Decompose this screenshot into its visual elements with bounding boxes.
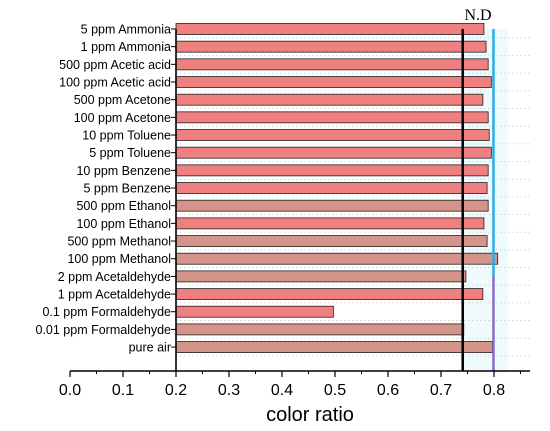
x-tick-label-4: 0.4 (271, 382, 293, 399)
bar-6 (175, 129, 490, 141)
bar-2 (175, 58, 489, 71)
x-tick-label-5: 0.5 (324, 382, 346, 399)
x-tick-label-0: 0.0 (59, 382, 81, 399)
x-tick-label-7: 0.7 (430, 382, 452, 399)
bar-9 (175, 182, 488, 194)
category-label-8: 10 ppm Benzene (76, 164, 171, 178)
category-label-16: 0.1 ppm Formaldehyde (42, 305, 171, 319)
category-label-0: 5 ppm Ammonia (81, 23, 171, 37)
bar-12 (175, 235, 488, 247)
bar-5 (175, 111, 489, 124)
bar-0 (175, 23, 485, 35)
bar-18 (175, 341, 493, 353)
category-label-5: 100 ppm Acetone (74, 111, 171, 125)
x-tick-label-3: 0.3 (218, 382, 240, 399)
bar-11 (175, 217, 485, 230)
category-labels-layer: 5 ppm Ammonia 1 ppm Ammonia 500 ppm Acetic… (36, 23, 172, 355)
bar-14 (175, 270, 467, 283)
category-label-18: pure air (129, 341, 171, 355)
bar-3 (175, 76, 492, 88)
bar-8 (175, 164, 489, 177)
category-label-4: 500 ppm Acetone (74, 93, 171, 107)
x-axis-title: color ratio (266, 404, 354, 426)
category-label-17: 0.01 ppm Formaldehyde (36, 323, 172, 337)
category-label-12: 500 ppm Methanol (67, 235, 171, 249)
nd-annotation: N.D (464, 7, 491, 24)
bar-7 (175, 146, 492, 159)
category-label-14: 2 ppm Acetaldehyde (58, 270, 171, 284)
category-label-10: 500 ppm Ethanol (76, 199, 171, 213)
bar-15 (175, 288, 484, 300)
threshold-lines-layer (461, 29, 495, 371)
bar-17 (175, 323, 465, 336)
category-label-11: 100 ppm Ethanol (76, 217, 171, 231)
x-tick-label-6: 0.6 (377, 382, 399, 399)
category-label-15: 1 ppm Acetaldehyde (58, 288, 171, 302)
bar-16 (175, 305, 334, 318)
category-label-6: 10 ppm Toluene (82, 129, 171, 143)
category-label-13: 100 ppm Methanol (67, 252, 171, 266)
category-label-3: 100 ppm Acetic acid (59, 76, 171, 90)
bars-layer (175, 23, 499, 353)
bar-10 (175, 199, 489, 212)
category-label-2: 500 ppm Acetic acid (59, 58, 171, 72)
bar-13 (175, 252, 499, 265)
category-label-9: 5 ppm Benzene (83, 182, 171, 196)
row-guide-layer (176, 37, 530, 357)
x-tick-label-2: 0.2 (165, 382, 187, 399)
category-label-7: 5 ppm Toluene (89, 146, 171, 160)
x-tick-label-8: 0.8 (483, 382, 505, 399)
bar-4 (175, 93, 484, 106)
category-label-1: 1 ppm Ammonia (81, 40, 171, 54)
axes-layer: 0.0 0.1 0.2 0.3 0.4 0.5 0.6 0.7 0.8 (59, 28, 530, 399)
x-tick-label-1: 0.1 (112, 382, 134, 399)
bar-1 (175, 40, 487, 53)
